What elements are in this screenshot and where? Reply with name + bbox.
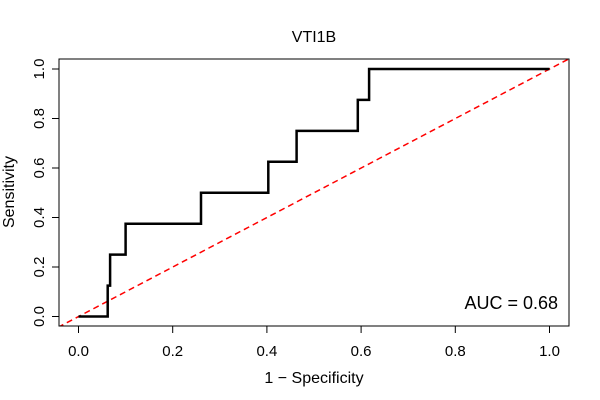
x-tick-label: 0.0 bbox=[68, 343, 89, 360]
x-tick-label: 0.4 bbox=[256, 343, 277, 360]
auc-annotation: AUC = 0.68 bbox=[464, 293, 558, 313]
x-axis: 0.0 0.2 0.4 0.6 0.8 1.0 bbox=[68, 325, 560, 360]
reference-diagonal-line bbox=[59, 59, 569, 326]
x-tick-label: 0.2 bbox=[162, 343, 183, 360]
x-tick-label: 0.8 bbox=[445, 343, 466, 360]
roc-curve-line bbox=[78, 67, 550, 318]
y-tick-label: 1.0 bbox=[31, 59, 48, 80]
x-tick-label: 1.0 bbox=[539, 343, 560, 360]
x-tick-label: 0.6 bbox=[351, 343, 372, 360]
y-tick-label: 0.8 bbox=[31, 108, 48, 129]
y-tick-label: 0.2 bbox=[31, 257, 48, 278]
chart-title: VTI1B bbox=[292, 29, 336, 46]
y-axis: 0.0 0.2 0.4 0.6 0.8 1.0 bbox=[31, 59, 60, 327]
x-axis-label: 1 − Specificity bbox=[264, 370, 363, 387]
y-axis-label: Sensitivity bbox=[1, 156, 18, 228]
y-tick-label: 0.4 bbox=[31, 207, 48, 228]
y-tick-label: 0.0 bbox=[31, 306, 48, 327]
y-tick-label: 0.6 bbox=[31, 158, 48, 179]
